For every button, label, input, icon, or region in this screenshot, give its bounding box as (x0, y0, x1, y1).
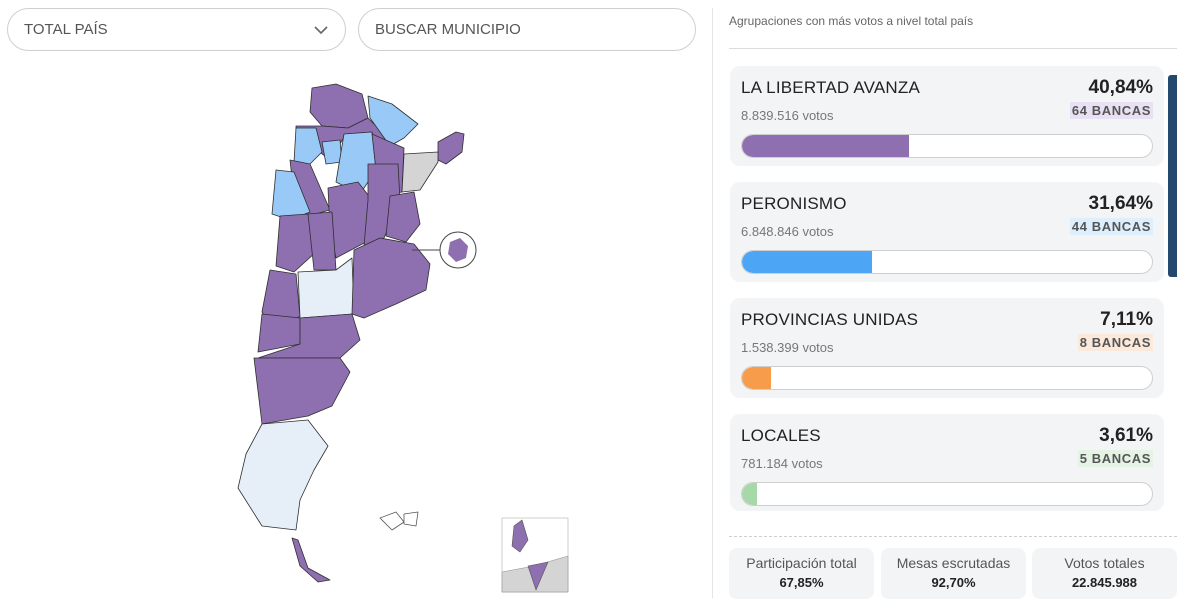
province-san-juan[interactable] (275, 213, 317, 273)
stat-label: Mesas escrutadas (896, 555, 1011, 571)
malvinas-islands (379, 511, 419, 531)
stat-value: 67,85% (779, 575, 824, 590)
search-placeholder: BUSCAR MUNICIPIO (375, 21, 521, 38)
party-seats-badge: 8 BANCAS (1077, 334, 1153, 351)
party-progress-fill (742, 135, 910, 157)
stat-total-votes: Votos totales 22.845.988 (1032, 548, 1177, 599)
province-entre-rios[interactable] (385, 191, 421, 243)
party-percent: 3,61% (1099, 425, 1153, 446)
province-buenos-aires[interactable] (351, 237, 431, 319)
party-votes: 1.538.399 votos (741, 340, 834, 355)
chevron-down-icon (314, 26, 328, 35)
party-seats-badge: 5 BANCAS (1077, 450, 1153, 467)
party-percent: 31,64% (1088, 193, 1153, 214)
region-select[interactable]: TOTAL PAÍS (7, 8, 346, 51)
subtitle-divider (729, 48, 1177, 49)
stat-value: 92,70% (931, 575, 976, 590)
stats-divider (729, 536, 1177, 537)
party-votes: 781.184 votos (741, 456, 823, 471)
argentina-results-map[interactable] (228, 78, 588, 598)
province-santa-cruz[interactable] (237, 419, 329, 531)
party-progress-bar (741, 482, 1153, 506)
province-formosa[interactable] (367, 95, 419, 147)
stat-participation: Participación total 67,85% (729, 548, 874, 599)
stat-tables-counted: Mesas escrutadas 92,70% (881, 548, 1026, 599)
party-progress-fill (742, 367, 772, 389)
party-progress-bar (741, 134, 1153, 158)
province-catamarca[interactable] (293, 127, 323, 167)
side-ad-strip[interactable] (1168, 75, 1177, 277)
party-card-provincias-unidas[interactable]: PROVINCIAS UNIDAS 1.538.399 votos 7,11% … (730, 298, 1164, 398)
province-misiones[interactable] (437, 131, 465, 165)
map-panel: TOTAL PAÍS BUSCAR MUNICIPIO (7, 8, 696, 598)
stat-label: Participación total (746, 555, 857, 571)
province-santa-fe[interactable] (363, 163, 401, 247)
stat-value: 22.845.988 (1071, 575, 1138, 590)
province-corrientes-nodata[interactable] (401, 151, 439, 193)
province-tucuman[interactable] (321, 139, 343, 165)
party-name: LOCALES (741, 426, 821, 445)
results-panel: Agrupaciones con más votos a nivel total… (713, 0, 1177, 603)
party-percent: 40,84% (1088, 77, 1153, 98)
province-jujuy[interactable] (309, 83, 369, 129)
province-san-luis[interactable] (307, 211, 337, 271)
party-votes: 6.848.846 votos (741, 224, 834, 239)
party-progress-bar (741, 366, 1153, 390)
region-select-value: TOTAL PAÍS (24, 21, 108, 38)
party-card-locales[interactable]: LOCALES 781.184 votos 3,61% 5 BANCAS (730, 414, 1164, 511)
party-seats-badge: 64 BANCAS (1069, 102, 1153, 119)
province-chubut[interactable] (253, 357, 351, 425)
party-name: PERONISMO (741, 194, 847, 213)
party-progress-bar (741, 250, 1153, 274)
stat-label: Votos totales (1064, 555, 1145, 571)
party-name: LA LIBERTAD AVANZA (741, 78, 921, 97)
party-card-peronismo[interactable]: PERONISMO 6.848.846 votos 31,64% 44 BANC… (730, 182, 1164, 282)
party-name: PROVINCIAS UNIDAS (741, 310, 919, 329)
municipality-search-input[interactable]: BUSCAR MUNICIPIO (358, 8, 696, 51)
panel-divider (712, 8, 713, 598)
caba-inset-shape[interactable] (448, 238, 468, 262)
party-percent: 7,11% (1100, 309, 1153, 330)
party-progress-fill (742, 251, 872, 273)
province-tierra-del-fuego[interactable] (291, 537, 331, 583)
antarctica-sector (511, 519, 549, 591)
party-votes: 8.839.516 votos (741, 108, 834, 123)
party-progress-fill (742, 483, 757, 505)
party-card-la-libertad-avanza[interactable]: LA LIBERTAD AVANZA 8.839.516 votos 40,84… (730, 66, 1164, 166)
results-subtitle: Agrupaciones con más votos a nivel total… (729, 14, 974, 28)
party-seats-badge: 44 BANCAS (1069, 218, 1153, 235)
